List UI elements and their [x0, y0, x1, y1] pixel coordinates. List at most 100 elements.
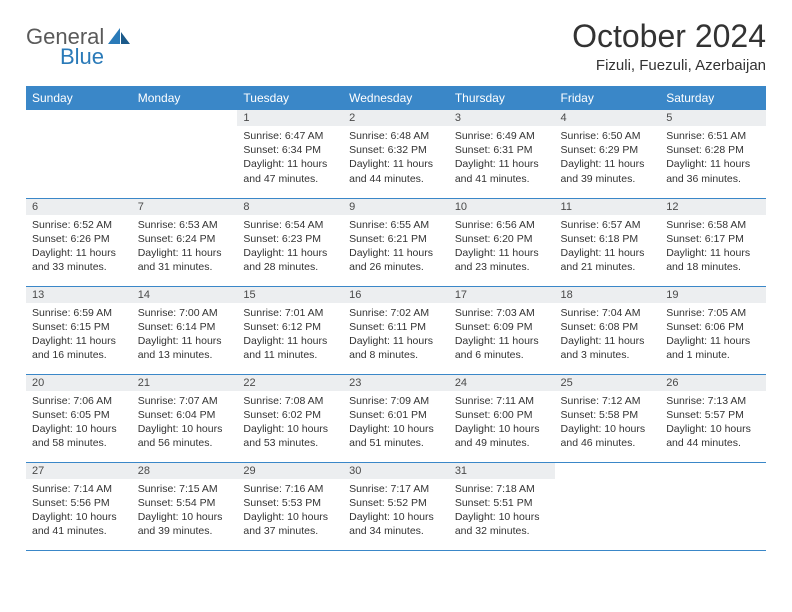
weekday-header: Thursday: [449, 86, 555, 110]
day-content: Sunrise: 7:07 AMSunset: 6:04 PMDaylight:…: [132, 391, 238, 455]
sunset-text: Sunset: 6:04 PM: [138, 408, 232, 422]
sunset-text: Sunset: 5:52 PM: [349, 496, 443, 510]
day-content: Sunrise: 7:12 AMSunset: 5:58 PMDaylight:…: [555, 391, 661, 455]
sunrise-text: Sunrise: 7:08 AM: [243, 394, 337, 408]
sunset-text: Sunset: 6:12 PM: [243, 320, 337, 334]
day-content: Sunrise: 7:15 AMSunset: 5:54 PMDaylight:…: [132, 479, 238, 543]
calendar-day-cell: 7Sunrise: 6:53 AMSunset: 6:24 PMDaylight…: [132, 198, 238, 286]
calendar-day-cell: 24Sunrise: 7:11 AMSunset: 6:00 PMDayligh…: [449, 374, 555, 462]
day-number: 16: [343, 287, 449, 303]
title-block: October 2024 Fizuli, Fuezuli, Azerbaijan: [572, 18, 766, 74]
sunset-text: Sunset: 6:29 PM: [561, 143, 655, 157]
calendar-day-cell: 15Sunrise: 7:01 AMSunset: 6:12 PMDayligh…: [237, 286, 343, 374]
day-content: Sunrise: 6:52 AMSunset: 6:26 PMDaylight:…: [26, 215, 132, 279]
day-number: 14: [132, 287, 238, 303]
sunrise-text: Sunrise: 6:58 AM: [666, 218, 760, 232]
calendar-day-cell: 9Sunrise: 6:55 AMSunset: 6:21 PMDaylight…: [343, 198, 449, 286]
day-content: Sunrise: 6:53 AMSunset: 6:24 PMDaylight:…: [132, 215, 238, 279]
sunset-text: Sunset: 6:32 PM: [349, 143, 443, 157]
sunrise-text: Sunrise: 7:03 AM: [455, 306, 549, 320]
day-content: Sunrise: 6:59 AMSunset: 6:15 PMDaylight:…: [26, 303, 132, 367]
day-number: 27: [26, 463, 132, 479]
sunset-text: Sunset: 6:26 PM: [32, 232, 126, 246]
sunrise-text: Sunrise: 6:50 AM: [561, 129, 655, 143]
calendar-day-cell: 29Sunrise: 7:16 AMSunset: 5:53 PMDayligh…: [237, 462, 343, 550]
sunrise-text: Sunrise: 6:56 AM: [455, 218, 549, 232]
day-content: Sunrise: 7:00 AMSunset: 6:14 PMDaylight:…: [132, 303, 238, 367]
day-number: 5: [660, 110, 766, 126]
calendar-day-cell: 28Sunrise: 7:15 AMSunset: 5:54 PMDayligh…: [132, 462, 238, 550]
month-title: October 2024: [572, 18, 766, 55]
sunset-text: Sunset: 6:01 PM: [349, 408, 443, 422]
calendar-day-cell: [26, 110, 132, 198]
day-content: Sunrise: 7:18 AMSunset: 5:51 PMDaylight:…: [449, 479, 555, 543]
daylight-text: Daylight: 11 hours and 33 minutes.: [32, 246, 126, 274]
day-content: Sunrise: 6:47 AMSunset: 6:34 PMDaylight:…: [237, 126, 343, 190]
daylight-text: Daylight: 11 hours and 21 minutes.: [561, 246, 655, 274]
daylight-text: Daylight: 11 hours and 44 minutes.: [349, 157, 443, 185]
sunrise-text: Sunrise: 6:48 AM: [349, 129, 443, 143]
day-number: 10: [449, 199, 555, 215]
daylight-text: Daylight: 11 hours and 3 minutes.: [561, 334, 655, 362]
calendar-day-cell: [132, 110, 238, 198]
weekday-header: Tuesday: [237, 86, 343, 110]
logo: General Blue: [26, 18, 130, 50]
sunset-text: Sunset: 5:51 PM: [455, 496, 549, 510]
logo-sail-icon: [108, 28, 130, 46]
sunrise-text: Sunrise: 7:15 AM: [138, 482, 232, 496]
day-content: Sunrise: 7:04 AMSunset: 6:08 PMDaylight:…: [555, 303, 661, 367]
sunrise-text: Sunrise: 7:14 AM: [32, 482, 126, 496]
day-number: 1: [237, 110, 343, 126]
day-number: 13: [26, 287, 132, 303]
weekday-header-row: Sunday Monday Tuesday Wednesday Thursday…: [26, 86, 766, 110]
day-content: Sunrise: 6:50 AMSunset: 6:29 PMDaylight:…: [555, 126, 661, 190]
sunset-text: Sunset: 6:14 PM: [138, 320, 232, 334]
day-number: 3: [449, 110, 555, 126]
sunset-text: Sunset: 6:31 PM: [455, 143, 549, 157]
weekday-header: Wednesday: [343, 86, 449, 110]
day-content: Sunrise: 7:03 AMSunset: 6:09 PMDaylight:…: [449, 303, 555, 367]
daylight-text: Daylight: 10 hours and 41 minutes.: [32, 510, 126, 538]
sunrise-text: Sunrise: 7:00 AM: [138, 306, 232, 320]
calendar-day-cell: 27Sunrise: 7:14 AMSunset: 5:56 PMDayligh…: [26, 462, 132, 550]
weekday-header: Sunday: [26, 86, 132, 110]
calendar-day-cell: 16Sunrise: 7:02 AMSunset: 6:11 PMDayligh…: [343, 286, 449, 374]
sunrise-text: Sunrise: 6:52 AM: [32, 218, 126, 232]
daylight-text: Daylight: 11 hours and 6 minutes.: [455, 334, 549, 362]
calendar-day-cell: 11Sunrise: 6:57 AMSunset: 6:18 PMDayligh…: [555, 198, 661, 286]
calendar-table: Sunday Monday Tuesday Wednesday Thursday…: [26, 86, 766, 551]
sunrise-text: Sunrise: 7:16 AM: [243, 482, 337, 496]
day-number: 25: [555, 375, 661, 391]
daylight-text: Daylight: 11 hours and 23 minutes.: [455, 246, 549, 274]
sunrise-text: Sunrise: 7:07 AM: [138, 394, 232, 408]
location: Fizuli, Fuezuli, Azerbaijan: [572, 57, 766, 74]
day-content: Sunrise: 7:02 AMSunset: 6:11 PMDaylight:…: [343, 303, 449, 367]
daylight-text: Daylight: 10 hours and 39 minutes.: [138, 510, 232, 538]
sunrise-text: Sunrise: 6:49 AM: [455, 129, 549, 143]
sunrise-text: Sunrise: 7:04 AM: [561, 306, 655, 320]
day-number: 15: [237, 287, 343, 303]
daylight-text: Daylight: 11 hours and 16 minutes.: [32, 334, 126, 362]
sunrise-text: Sunrise: 6:59 AM: [32, 306, 126, 320]
sunrise-text: Sunrise: 6:51 AM: [666, 129, 760, 143]
sunset-text: Sunset: 6:05 PM: [32, 408, 126, 422]
sunset-text: Sunset: 6:24 PM: [138, 232, 232, 246]
day-content: Sunrise: 6:51 AMSunset: 6:28 PMDaylight:…: [660, 126, 766, 190]
header: General Blue October 2024 Fizuli, Fuezul…: [26, 18, 766, 74]
day-number: 30: [343, 463, 449, 479]
day-number: 23: [343, 375, 449, 391]
calendar-day-cell: 5Sunrise: 6:51 AMSunset: 6:28 PMDaylight…: [660, 110, 766, 198]
day-number: 4: [555, 110, 661, 126]
day-number: 7: [132, 199, 238, 215]
sunrise-text: Sunrise: 7:02 AM: [349, 306, 443, 320]
day-content: Sunrise: 6:49 AMSunset: 6:31 PMDaylight:…: [449, 126, 555, 190]
calendar-day-cell: 25Sunrise: 7:12 AMSunset: 5:58 PMDayligh…: [555, 374, 661, 462]
calendar-day-cell: 17Sunrise: 7:03 AMSunset: 6:09 PMDayligh…: [449, 286, 555, 374]
calendar-day-cell: 21Sunrise: 7:07 AMSunset: 6:04 PMDayligh…: [132, 374, 238, 462]
day-number: 31: [449, 463, 555, 479]
calendar-day-cell: 20Sunrise: 7:06 AMSunset: 6:05 PMDayligh…: [26, 374, 132, 462]
sunrise-text: Sunrise: 6:54 AM: [243, 218, 337, 232]
calendar-day-cell: 30Sunrise: 7:17 AMSunset: 5:52 PMDayligh…: [343, 462, 449, 550]
day-content: Sunrise: 7:14 AMSunset: 5:56 PMDaylight:…: [26, 479, 132, 543]
day-content: Sunrise: 7:16 AMSunset: 5:53 PMDaylight:…: [237, 479, 343, 543]
